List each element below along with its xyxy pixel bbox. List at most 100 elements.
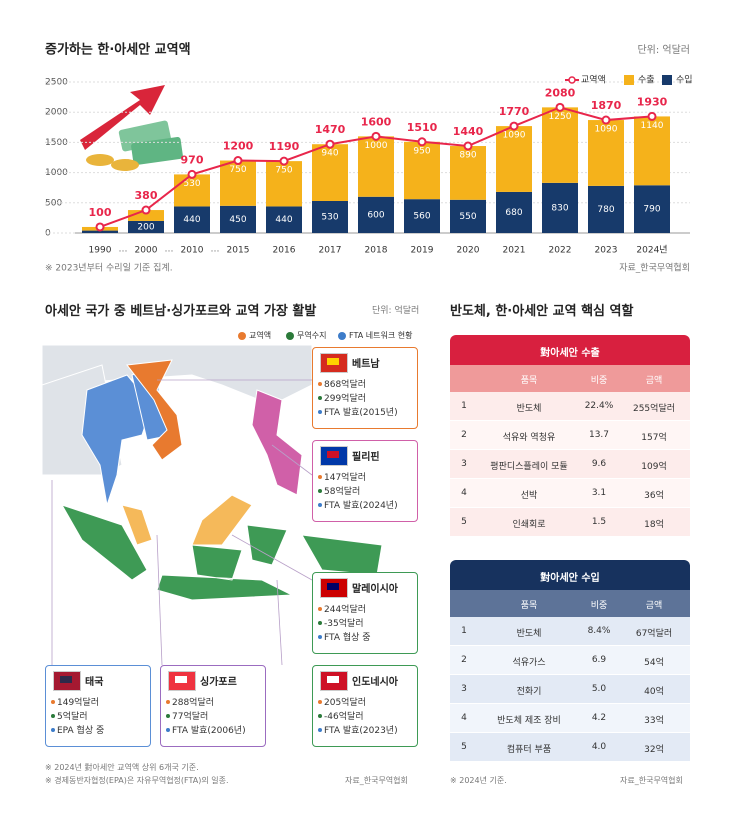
bar-label: 440 [183, 215, 200, 225]
bar-label: 1250 [549, 112, 572, 122]
table-cell: 4 [461, 713, 467, 723]
bar-segment [128, 210, 164, 221]
line-point [279, 156, 289, 166]
chart-title: 증가하는 한·아세안 교역액 [45, 42, 191, 58]
legend-dot [338, 332, 346, 340]
table-cell: 13.7 [588, 430, 610, 440]
map-source: 자료_한국무역협회 [345, 776, 408, 785]
bar-segment [542, 182, 578, 233]
table-row [450, 617, 690, 646]
column-header: 비중 [590, 376, 608, 386]
y-tick-label: 2500 [45, 78, 68, 88]
legend-label: FTA 네트워크 현황 [349, 331, 413, 340]
table-cell: 255억달러 [632, 404, 676, 414]
bar-label: 680 [505, 208, 522, 218]
country-stat: 288억달러 [172, 698, 215, 708]
country-stat: 868억달러 [324, 380, 367, 390]
country-stat: 299억달러 [324, 394, 367, 404]
bullet [51, 728, 55, 732]
bar-segment [358, 136, 394, 197]
bullet [318, 728, 322, 732]
country-card [312, 665, 418, 747]
country-stat: FTA 발효(2023년) [324, 726, 398, 736]
country-name: 인도네시아 [352, 677, 398, 688]
flag-mark [327, 358, 339, 365]
bar-segment [450, 146, 486, 200]
bar-label: 600 [367, 210, 384, 220]
bar-segment [174, 206, 210, 233]
table-cell: 반도체 제조 장비 [497, 716, 561, 726]
table-cell: 22.4% [584, 401, 614, 411]
table-row [450, 733, 690, 762]
x-tick-label: 1990 [89, 246, 112, 256]
indonesia [60, 504, 383, 601]
table-title: 對아세안 수출 [540, 348, 600, 359]
header-row [450, 365, 690, 392]
column-header: 비중 [590, 601, 608, 611]
bar-label: 940 [321, 149, 338, 159]
table-title-bar [450, 335, 690, 365]
bullet [318, 410, 322, 414]
line-label: 1870 [591, 99, 622, 112]
tables-title: 반도체, 한·아세안 교역 핵심 역할 [450, 304, 634, 319]
money [131, 137, 183, 165]
line-point [417, 137, 427, 147]
bullet [318, 489, 322, 493]
bar-segment [312, 144, 348, 201]
table-row [450, 479, 690, 508]
bar-segment [634, 185, 670, 233]
line-label: 1510 [407, 121, 438, 134]
country-name: 베트남 [352, 359, 380, 370]
table-row [450, 421, 690, 450]
flag-mark [327, 451, 339, 458]
legend-marker [662, 75, 672, 85]
x-tick-label: 2016 [273, 246, 296, 256]
bar-segment [266, 161, 302, 207]
table-cell: 전화기 [516, 687, 542, 697]
line-label: 1600 [361, 115, 392, 128]
country-name: 태국 [85, 677, 104, 688]
country-stat: FTA 발효(2006년) [172, 726, 246, 736]
table-row [450, 646, 690, 675]
unit: 단위: 억달러 [637, 43, 690, 56]
line-point [325, 139, 335, 149]
country-name: 필리핀 [352, 452, 380, 463]
column-header: 품목 [520, 601, 538, 611]
bullet [318, 621, 322, 625]
line-point [187, 169, 197, 179]
country-stat: -35억달러 [324, 619, 364, 629]
x-tick-label: 2020 [457, 246, 480, 256]
bar-label: 200 [137, 222, 154, 232]
country-stat: FTA 발효(2015년) [324, 408, 398, 418]
bar-label: 1090 [595, 125, 618, 135]
connector [156, 534, 163, 666]
column-header: 품목 [520, 376, 538, 386]
table-cell: 4.2 [591, 713, 607, 723]
line-point [141, 205, 151, 215]
line-label: 1190 [269, 140, 300, 153]
bullet [318, 607, 322, 611]
table-cell: 40억 [644, 687, 664, 697]
line-point [555, 102, 565, 112]
x-tick-label: 2010 [181, 246, 204, 256]
philippines [251, 389, 303, 496]
bullet [318, 396, 322, 400]
table-cell: 54억 [644, 658, 664, 668]
column-header: 금액 [645, 601, 663, 611]
table-cell: 1 [461, 626, 467, 636]
table-cell: 컴퓨터 부품 [506, 745, 552, 755]
table-cell: 5 [461, 517, 467, 527]
table-cell: 67억달러 [635, 629, 673, 639]
country-stat: 147억달러 [324, 473, 367, 483]
bar-label: 550 [459, 212, 476, 222]
bar-segment [496, 126, 532, 192]
legend-label: 수출 [638, 75, 655, 86]
map-unit: 단위: 억달러 [372, 306, 420, 316]
line-label: 380 [135, 189, 158, 202]
bullet [318, 382, 322, 386]
table-cell: 8.4% [587, 626, 611, 636]
line-point [95, 222, 105, 232]
table-cell: 18억 [644, 520, 664, 530]
connector [276, 579, 283, 666]
x-tick-label: 2000 [135, 246, 158, 256]
